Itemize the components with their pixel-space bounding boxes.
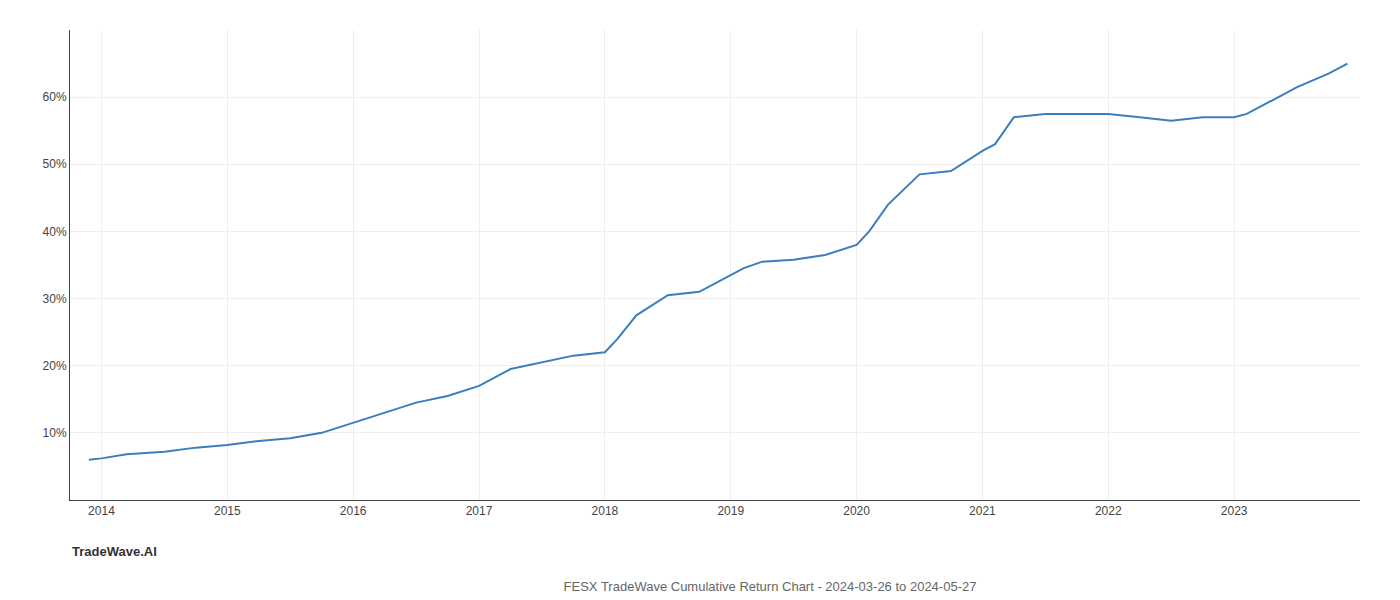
svg-text:2023: 2023	[1221, 504, 1248, 518]
svg-text:TradeWave.AI: TradeWave.AI	[72, 544, 157, 559]
svg-text:2019: 2019	[717, 504, 744, 518]
svg-text:20%: 20%	[43, 359, 67, 373]
svg-text:40%: 40%	[43, 225, 67, 239]
svg-text:2015: 2015	[214, 504, 241, 518]
svg-text:2014: 2014	[88, 504, 115, 518]
svg-text:30%: 30%	[43, 292, 67, 306]
svg-text:50%: 50%	[43, 157, 67, 171]
svg-text:2016: 2016	[340, 504, 367, 518]
svg-text:60%: 60%	[43, 90, 67, 104]
svg-text:2018: 2018	[592, 504, 619, 518]
svg-text:FESX TradeWave Cumulative Retu: FESX TradeWave Cumulative Return Chart -…	[564, 579, 977, 594]
svg-text:2022: 2022	[1095, 504, 1122, 518]
svg-text:2021: 2021	[969, 504, 996, 518]
svg-text:2017: 2017	[466, 504, 493, 518]
svg-text:2020: 2020	[843, 504, 870, 518]
svg-text:10%: 10%	[43, 426, 67, 440]
